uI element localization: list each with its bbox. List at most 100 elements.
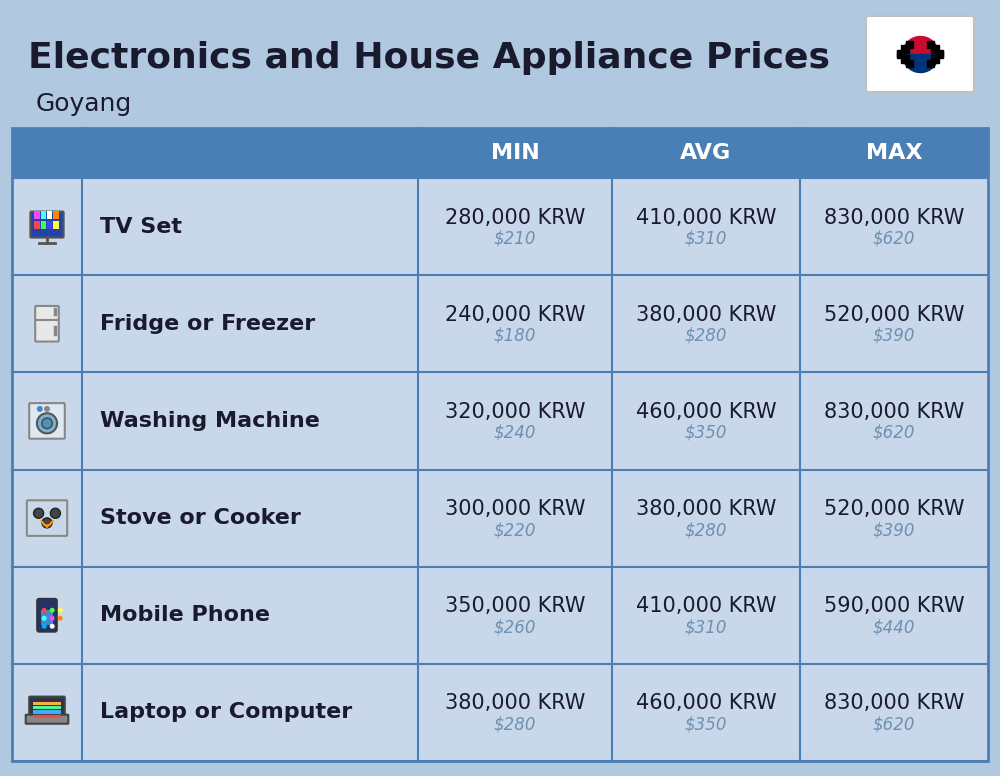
Text: $210: $210 <box>494 230 536 248</box>
Polygon shape <box>927 40 934 47</box>
Bar <box>33 706 61 709</box>
FancyBboxPatch shape <box>35 306 59 341</box>
Text: $280: $280 <box>685 521 727 539</box>
FancyBboxPatch shape <box>29 403 65 438</box>
Text: AVG: AVG <box>680 143 732 163</box>
Bar <box>53 210 59 219</box>
Text: $280: $280 <box>494 715 536 733</box>
Text: 350,000 KRW: 350,000 KRW <box>445 596 585 616</box>
FancyBboxPatch shape <box>29 697 65 720</box>
Bar <box>12 566 988 663</box>
Bar <box>12 178 988 275</box>
Text: Stove or Cooker: Stove or Cooker <box>100 508 301 528</box>
Text: Goyang: Goyang <box>36 92 132 116</box>
Bar <box>33 715 61 719</box>
Bar <box>12 372 988 469</box>
Circle shape <box>50 508 60 518</box>
Text: Laptop or Computer: Laptop or Computer <box>100 702 352 722</box>
Bar <box>41 220 46 229</box>
Circle shape <box>44 406 50 412</box>
Text: 460,000 KRW: 460,000 KRW <box>636 694 776 713</box>
Text: 380,000 KRW: 380,000 KRW <box>636 499 776 519</box>
Bar <box>34 220 40 229</box>
FancyBboxPatch shape <box>866 16 974 92</box>
Polygon shape <box>897 50 904 57</box>
Text: Washing Machine: Washing Machine <box>100 411 320 431</box>
Polygon shape <box>936 50 943 57</box>
Bar <box>33 702 61 705</box>
Bar <box>33 710 61 714</box>
Polygon shape <box>927 61 934 68</box>
Text: 520,000 KRW: 520,000 KRW <box>824 305 964 324</box>
Text: $440: $440 <box>873 618 915 636</box>
Bar <box>12 663 988 761</box>
Text: MAX: MAX <box>866 143 922 163</box>
Text: $310: $310 <box>685 618 727 636</box>
Text: $350: $350 <box>685 424 727 442</box>
Circle shape <box>50 624 55 629</box>
Polygon shape <box>931 46 939 53</box>
Text: $390: $390 <box>873 327 915 345</box>
Text: $280: $280 <box>685 327 727 345</box>
Text: $240: $240 <box>494 424 536 442</box>
Text: $310: $310 <box>685 230 727 248</box>
Circle shape <box>34 508 44 518</box>
Bar <box>41 210 46 219</box>
Text: 460,000 KRW: 460,000 KRW <box>636 402 776 422</box>
Text: MIN: MIN <box>491 143 539 163</box>
Text: 410,000 KRW: 410,000 KRW <box>636 208 776 227</box>
Text: 830,000 KRW: 830,000 KRW <box>824 208 964 227</box>
Bar <box>12 275 988 372</box>
Circle shape <box>42 518 52 528</box>
Polygon shape <box>906 61 913 68</box>
FancyBboxPatch shape <box>30 212 64 237</box>
Text: $180: $180 <box>494 327 536 345</box>
Text: Mobile Phone: Mobile Phone <box>100 605 270 625</box>
Text: $620: $620 <box>873 424 915 442</box>
Bar <box>12 128 988 761</box>
Polygon shape <box>901 55 909 63</box>
Text: 300,000 KRW: 300,000 KRW <box>445 499 585 519</box>
Polygon shape <box>901 46 909 53</box>
Circle shape <box>50 615 55 621</box>
Circle shape <box>58 608 63 613</box>
Text: 320,000 KRW: 320,000 KRW <box>445 402 585 422</box>
Text: 410,000 KRW: 410,000 KRW <box>636 596 776 616</box>
FancyBboxPatch shape <box>26 715 68 724</box>
Polygon shape <box>936 50 943 57</box>
Bar <box>47 220 52 229</box>
Circle shape <box>50 608 55 613</box>
Text: 380,000 KRW: 380,000 KRW <box>636 305 776 324</box>
Bar <box>41 610 53 625</box>
Text: Electronics and House Appliance Prices: Electronics and House Appliance Prices <box>28 41 830 75</box>
Text: $620: $620 <box>873 715 915 733</box>
Text: 240,000 KRW: 240,000 KRW <box>445 305 585 324</box>
FancyBboxPatch shape <box>37 599 57 632</box>
FancyBboxPatch shape <box>27 501 67 536</box>
Text: $220: $220 <box>494 521 536 539</box>
Circle shape <box>42 615 47 621</box>
Text: $620: $620 <box>873 230 915 248</box>
Polygon shape <box>41 520 53 528</box>
Polygon shape <box>931 55 939 63</box>
Text: 590,000 KRW: 590,000 KRW <box>824 596 964 616</box>
Text: 380,000 KRW: 380,000 KRW <box>445 694 585 713</box>
Text: $390: $390 <box>873 521 915 539</box>
Text: 520,000 KRW: 520,000 KRW <box>824 499 964 519</box>
Circle shape <box>42 624 47 629</box>
Bar <box>47 210 52 219</box>
Polygon shape <box>897 50 904 57</box>
Text: 280,000 KRW: 280,000 KRW <box>445 208 585 227</box>
Polygon shape <box>41 520 53 528</box>
Text: $350: $350 <box>685 715 727 733</box>
Text: TV Set: TV Set <box>100 217 182 237</box>
Circle shape <box>37 414 57 434</box>
Bar <box>53 220 59 229</box>
Text: $260: $260 <box>494 618 536 636</box>
Bar <box>34 210 40 219</box>
Circle shape <box>58 615 63 621</box>
Circle shape <box>42 418 52 428</box>
Bar <box>12 128 988 178</box>
Circle shape <box>37 406 43 412</box>
Text: 830,000 KRW: 830,000 KRW <box>824 694 964 713</box>
